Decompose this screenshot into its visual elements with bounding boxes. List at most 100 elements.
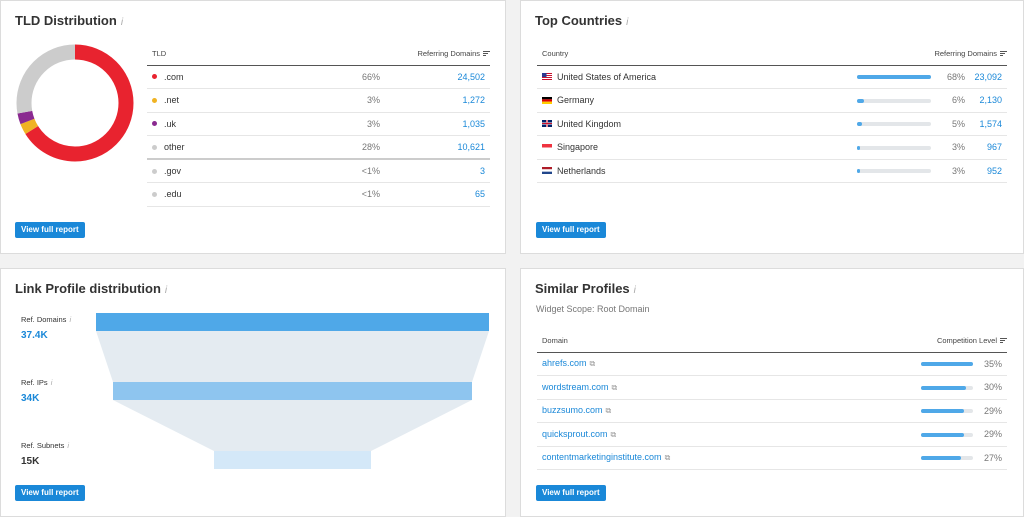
country-pct: 3% — [937, 159, 965, 183]
tld-row: other 28% 10,621 — [147, 135, 490, 160]
ref-domains-value[interactable]: 37.4K — [21, 330, 48, 341]
legend-dot-icon — [152, 191, 157, 197]
ref-subnets-label: Ref. Subnets i — [21, 441, 69, 450]
external-link-icon[interactable]: ⧉ — [605, 406, 612, 416]
countries-table: Country Referring Domains United States … — [537, 43, 1007, 183]
tld-pct: <1% — [317, 182, 380, 207]
competition-level-bar — [921, 456, 973, 461]
country-cell: Singapore — [537, 135, 857, 160]
tld-name: .edu — [164, 189, 182, 200]
similar-view-full-report-button[interactable]: View full report — [536, 485, 606, 501]
external-link-icon[interactable]: ⧉ — [589, 359, 596, 369]
country-pct: 3% — [937, 135, 965, 160]
similar-domain-link[interactable]: contentmarketinginstitute.com — [542, 452, 662, 463]
country-share-bar — [857, 169, 931, 174]
external-link-icon[interactable]: ⧉ — [664, 453, 671, 463]
donut-slice-other[interactable] — [16, 44, 134, 162]
competition-level-bar-fill — [921, 432, 965, 437]
country-share-bar-fill — [857, 169, 860, 174]
country-row: United Kingdom 5% 1,574 — [537, 112, 1007, 136]
info-icon[interactable]: i — [164, 285, 168, 296]
ref-ips-value[interactable]: 34K — [21, 393, 40, 404]
legend-dot-icon — [152, 97, 157, 103]
similar-table: Domain Competition Level ahrefs.com ⧉ 35% w… — [537, 330, 1007, 470]
tld-cell: .com — [147, 65, 317, 89]
info-icon[interactable]: i — [69, 315, 72, 324]
competition-bar-cell — [921, 422, 979, 447]
sort-icon — [1000, 51, 1007, 57]
competition-pct: 27% — [979, 446, 1007, 470]
info-icon[interactable]: i — [626, 17, 629, 28]
info-icon[interactable]: i — [50, 378, 53, 387]
tld-pct: 3% — [317, 88, 380, 113]
tld-row: .gov <1% 3 — [147, 159, 490, 183]
top-countries-panel: Top Countries i Country Referring Domains… — [520, 0, 1024, 254]
tld-name: .net — [164, 95, 180, 106]
tld-ref-domains-value[interactable]: 1,035 — [380, 112, 490, 136]
similar-profiles-panel: Similar Profiles i Widget Scope: Root Dom… — [520, 268, 1024, 517]
country-name: United Kingdom — [557, 118, 622, 129]
domain-col-header: Domain — [537, 330, 921, 353]
similar-domain-link[interactable]: buzzsumo.com — [542, 405, 603, 416]
legend-dot-icon — [152, 74, 157, 80]
country-share-bar — [857, 75, 931, 80]
external-link-icon[interactable]: ⧉ — [611, 382, 618, 392]
tld-row: .uk 3% 1,035 — [147, 112, 490, 136]
tld-view-full-report-button[interactable]: View full report — [15, 222, 85, 238]
competition-pct: 30% — [979, 375, 1007, 400]
country-row: Germany 6% 2,130 — [537, 88, 1007, 113]
countries-view-full-report-button[interactable]: View full report — [536, 222, 606, 238]
external-link-icon[interactable]: ⧉ — [610, 429, 617, 439]
tld-ref-domains-value[interactable]: 65 — [380, 182, 490, 207]
competition-pct: 35% — [979, 352, 1007, 376]
similar-domain-cell: buzzsumo.com ⧉ — [537, 399, 921, 423]
ref-domains-col-header[interactable]: Referring Domains — [857, 43, 1007, 66]
info-icon[interactable]: i — [120, 17, 124, 28]
country-ref-domains-value[interactable]: 2,130 — [965, 88, 1007, 113]
funnel-connector-2 — [113, 400, 472, 451]
tld-row: .edu <1% 65 — [147, 182, 490, 207]
funnel-connector-1 — [96, 331, 489, 382]
similar-domain-link[interactable]: wordstream.com — [542, 381, 609, 392]
country-pct: 5% — [937, 112, 965, 136]
country-bar-cell — [857, 112, 937, 136]
tld-ref-domains-value[interactable]: 24,502 — [380, 65, 490, 89]
country-bar-cell — [857, 65, 937, 89]
country-ref-domains-value[interactable]: 967 — [965, 135, 1007, 160]
info-icon[interactable]: i — [67, 441, 70, 450]
tld-name: .com — [164, 71, 184, 82]
tld-cell: .net — [147, 88, 317, 113]
tld-cell: .uk — [147, 112, 317, 136]
tld-pct: 28% — [317, 135, 380, 160]
tld-ref-domains-value[interactable]: 10,621 — [380, 135, 490, 160]
tld-ref-domains-value[interactable]: 1,272 — [380, 88, 490, 113]
country-row: Singapore 3% 967 — [537, 135, 1007, 160]
tld-col-header: TLD — [147, 43, 317, 66]
widget-scope-text: Widget Scope: Root Domain — [536, 304, 650, 314]
country-bar-cell — [857, 135, 937, 160]
link-profile-view-full-report-button[interactable]: View full report — [15, 485, 85, 501]
info-icon[interactable]: i — [633, 285, 636, 296]
similar-domain-link[interactable]: quicksprout.com — [542, 428, 608, 439]
competition-level-bar-fill — [921, 409, 965, 414]
country-ref-domains-value[interactable]: 952 — [965, 159, 1007, 183]
legend-dot-icon — [152, 168, 157, 174]
competition-level-bar-fill — [921, 362, 973, 367]
similar-row: wordstream.com ⧉ 30% — [537, 375, 1007, 400]
ref-ips-label-text: Ref. IPs — [21, 378, 48, 387]
ref-domains-col-header[interactable]: Referring Domains — [380, 43, 490, 66]
tld-distribution-panel: TLD Distribution i TLD Referring Domains … — [0, 0, 506, 254]
competition-level-bar-fill — [921, 456, 962, 461]
similar-domain-link[interactable]: ahrefs.com — [542, 358, 587, 369]
country-share-bar-fill — [857, 145, 860, 150]
tld-cell: .gov — [147, 159, 317, 183]
country-cell: Germany — [537, 88, 857, 113]
country-ref-domains-value[interactable]: 1,574 — [965, 112, 1007, 136]
ref-domains-label: Ref. Domains i — [21, 315, 71, 324]
country-row: Netherlands 3% 952 — [537, 159, 1007, 183]
tld-title-text: TLD Distribution — [15, 13, 117, 28]
tld-ref-domains-value[interactable]: 3 — [380, 159, 490, 183]
country-bar-cell — [857, 88, 937, 113]
competition-level-col-header[interactable]: Competition Level — [921, 330, 1007, 353]
country-ref-domains-value[interactable]: 23,092 — [965, 65, 1007, 89]
